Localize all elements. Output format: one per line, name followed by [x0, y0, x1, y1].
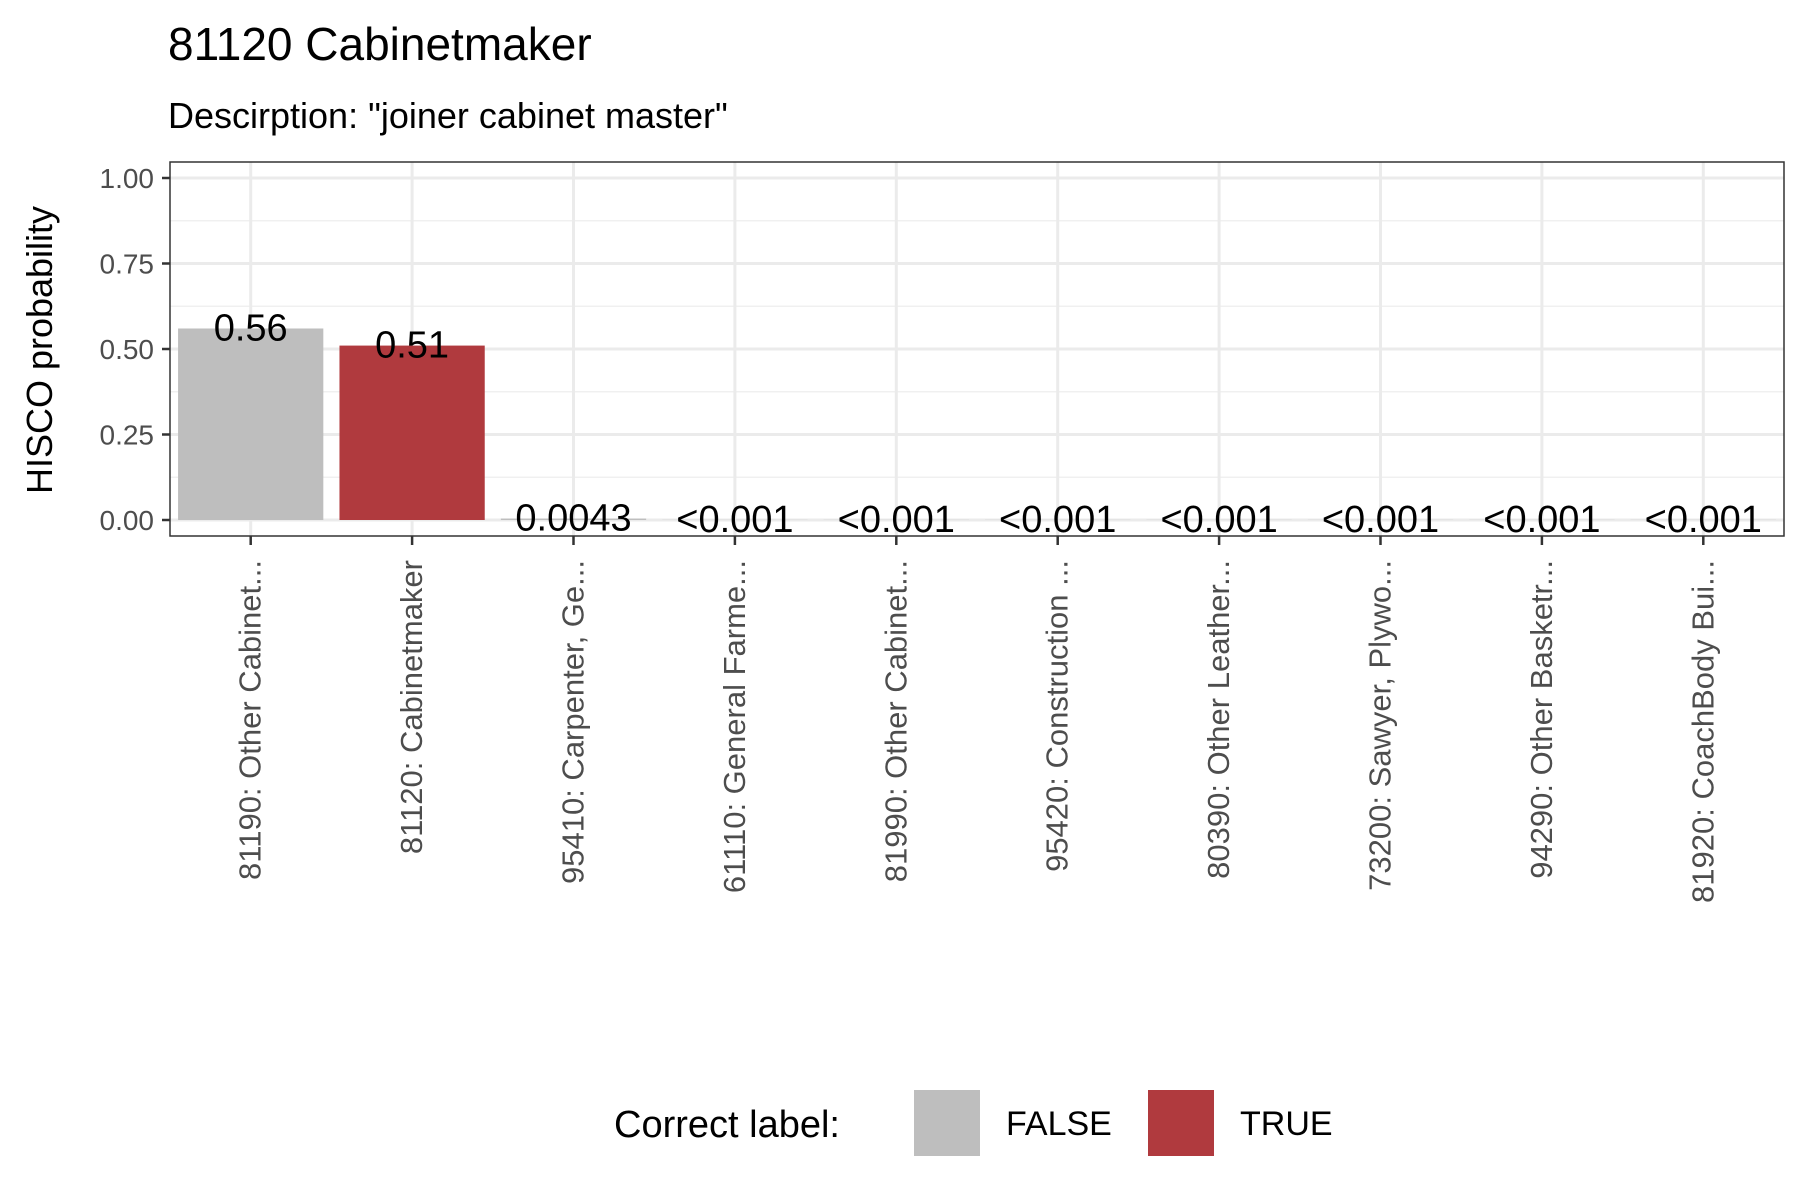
bar-value-label: 0.0043: [515, 498, 631, 540]
legend: Correct label: FALSE TRUE: [614, 1090, 1333, 1156]
bar-value-label: <0.001: [1483, 499, 1600, 541]
bar: [339, 345, 485, 520]
bar-value-label: <0.001: [999, 499, 1116, 541]
bar-value-label: <0.001: [1645, 499, 1762, 541]
bar-value-label: <0.001: [676, 499, 793, 541]
bar-value-label: <0.001: [1322, 499, 1439, 541]
x-tick-label: 81920: CoachBody Bui...: [1685, 560, 1720, 903]
legend-swatch-true: [1148, 1090, 1214, 1156]
legend-swatch-false: [914, 1090, 980, 1156]
x-tick-label: 95410: Carpenter, Ge...: [556, 560, 591, 884]
legend-label-true: TRUE: [1240, 1105, 1333, 1143]
x-tick-label: 61110: General Farme...: [717, 560, 752, 893]
x-tick-label: 95420: Construction ...: [1040, 560, 1075, 872]
x-tick-label: 81990: Other Cabinet...: [878, 560, 913, 882]
y-tick-label: 0.75: [100, 249, 155, 280]
bars: [178, 328, 1776, 520]
y-tick-label: 0.50: [100, 334, 155, 365]
y-tick-label: 0.25: [100, 420, 155, 451]
x-tick-label: 81120: Cabinetmaker: [394, 560, 429, 854]
bar-value-label: <0.001: [838, 499, 955, 541]
x-tick-label: 80390: Other Leather...: [1201, 560, 1236, 879]
bar-value-labels: 0.56 0.51 0.0043 <0.001 <0.001 <0.001 <0.001 <0…: [214, 307, 1762, 540]
chart-subtitle: Descirption: "joiner cabinet master": [168, 95, 728, 136]
y-tick-label: 0.00: [100, 505, 155, 536]
bar-value-label: 0.51: [375, 325, 449, 367]
bar: [500, 518, 647, 520]
bar-value-label: 0.56: [214, 307, 288, 349]
x-tick-label: 81190: Other Cabinet...: [233, 560, 268, 880]
x-tick-label: 73200: Sawyer, Plywo...: [1363, 560, 1398, 891]
y-axis: 0.00 0.25 0.50 0.75 1.00: [100, 163, 170, 536]
chart-title: 81120 Cabinetmaker: [168, 18, 592, 70]
bar-value-label: <0.001: [1160, 499, 1277, 541]
x-tick-label: 94290: Other Basketr...: [1524, 560, 1559, 879]
legend-title: Correct label:: [614, 1104, 840, 1146]
x-axis: 81190: Other Cabinet... 81120: Cabinetmak…: [233, 536, 1720, 903]
y-tick-label: 1.00: [100, 163, 155, 194]
bar: [178, 328, 324, 520]
legend-label-false: FALSE: [1006, 1105, 1112, 1143]
y-axis-label: HISCO probability: [19, 206, 60, 494]
